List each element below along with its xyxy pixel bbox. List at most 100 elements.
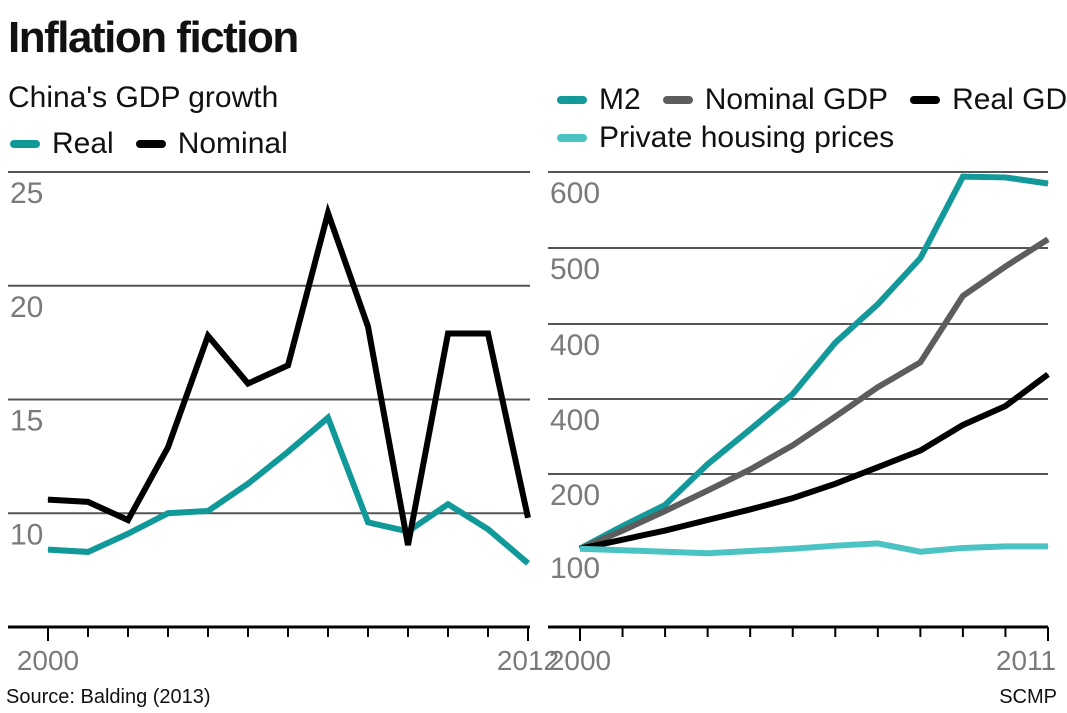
x-tick-label: 2012: [497, 645, 559, 676]
y-tick-label: 200: [550, 479, 600, 512]
data-point-real: [487, 528, 489, 530]
y-tick-label: 500: [550, 253, 600, 286]
legend-item-real-gdp: Real GDP: [910, 82, 1067, 118]
data-point-m2: [919, 257, 921, 259]
series-line-m2: [578, 173, 1049, 552]
y-tick-label: 400: [550, 329, 600, 362]
series-line-nominal: [47, 202, 531, 546]
data-point-real: [527, 562, 529, 564]
data-point-private-housing-prices: [1004, 545, 1006, 547]
data-point-real: [127, 533, 129, 535]
data-point-real-gdp: [792, 497, 794, 499]
data-point-nominal: [87, 501, 89, 503]
data-point-real-gdp: [622, 539, 624, 541]
data-point-real-gdp: [919, 450, 921, 452]
data-point-real-gdp: [664, 530, 666, 532]
chart-panel-gdp-growth: 25 20 15 10 2000 2012: [8, 171, 559, 676]
data-point-m2: [664, 504, 666, 506]
legend-swatch-real: [10, 140, 40, 148]
legend-item-nominal: Nominal: [135, 126, 288, 162]
series-line-private-housing-prices: [579, 540, 1048, 557]
data-point-m2: [834, 342, 836, 344]
data-point-nominal: [327, 212, 329, 214]
data-point-m2: [877, 303, 879, 305]
data-point-m2: [707, 463, 709, 465]
data-point-private-housing-prices: [579, 548, 581, 550]
right-legend-row-1: M2 Nominal GDP Real GDP: [557, 82, 1067, 118]
data-point-private-housing-prices: [749, 550, 751, 552]
data-point-nominal-gdp: [1004, 265, 1006, 267]
data-point-nominal: [447, 333, 449, 335]
data-point-real-gdp: [962, 424, 964, 426]
data-point-nominal: [167, 446, 169, 448]
legend-swatch-nominal-gdp: [662, 96, 693, 104]
data-point-real-gdp: [834, 483, 836, 485]
data-point-nominal-gdp: [1047, 238, 1049, 240]
data-point-private-housing-prices: [834, 545, 836, 547]
right-legend-row-2: Private housing prices: [557, 120, 916, 156]
data-point-real-gdp: [707, 519, 709, 521]
data-point-nominal: [487, 333, 489, 335]
y-tick-label: 25: [10, 177, 43, 210]
legend-label-housing: Private housing prices: [599, 121, 895, 154]
data-point-m2: [1004, 176, 1006, 178]
data-point-private-housing-prices: [664, 551, 666, 553]
chart-panel-index: 600 500 400 400 200 100 2000 2011: [548, 171, 1056, 676]
legend-label-real: Real: [52, 127, 114, 160]
legend-item-m2: M2: [557, 82, 641, 118]
legend-item-housing: Private housing prices: [557, 120, 894, 156]
data-point-m2: [1047, 182, 1049, 184]
y-tick-label: 600: [550, 177, 600, 210]
legend-swatch-real-gdp: [910, 96, 941, 104]
data-point-nominal-gdp: [962, 295, 964, 297]
legend-label-m2: M2: [599, 83, 641, 116]
data-point-nominal-gdp: [877, 386, 879, 388]
data-point-nominal-gdp: [664, 510, 666, 512]
data-point-private-housing-prices: [962, 547, 964, 549]
data-point-private-housing-prices: [792, 548, 794, 550]
data-point-nominal-gdp: [919, 361, 921, 363]
left-legend: Real Nominal: [10, 126, 310, 162]
x-tick-label: 2011: [996, 645, 1056, 676]
series-line-real-gdp: [579, 371, 1050, 552]
y-tick-label: 15: [10, 405, 43, 438]
legend-swatch-housing: [557, 134, 587, 142]
data-point-real-gdp: [749, 508, 751, 510]
data-point-private-housing-prices: [1047, 545, 1049, 547]
data-point-nominal: [407, 544, 409, 546]
y-tick-label: 10: [10, 518, 43, 551]
legend-label-real-gdp: Real GDP: [952, 83, 1067, 116]
data-point-real: [87, 551, 89, 553]
data-point-nominal: [287, 364, 289, 366]
data-point-real: [167, 512, 169, 514]
data-point-real: [287, 451, 289, 453]
series-line-nominal-gdp: [578, 236, 1050, 552]
y-tick-label: 20: [10, 291, 43, 324]
legend-swatch-m2: [557, 96, 587, 104]
data-point-nominal: [527, 517, 529, 519]
data-point-nominal-gdp: [792, 444, 794, 446]
data-point-real-gdp: [1047, 373, 1049, 375]
credit-note: SCMP: [999, 686, 1057, 708]
data-point-nominal-gdp: [834, 416, 836, 418]
data-point-nominal: [207, 335, 209, 337]
series-line-real: [47, 412, 530, 566]
data-point-nominal: [127, 519, 129, 521]
data-point-real: [327, 417, 329, 419]
data-point-nominal: [247, 383, 249, 385]
data-point-nominal: [47, 499, 49, 501]
legend-item-nominal-gdp: Nominal GDP: [662, 82, 889, 118]
data-point-nominal-gdp: [749, 468, 751, 470]
legend-swatch-nominal: [135, 140, 166, 148]
legend-label-nominal: Nominal: [177, 127, 288, 160]
legend-label-nominal-gdp: Nominal GDP: [704, 83, 889, 116]
data-point-m2: [962, 176, 964, 178]
source-note: Source: Balding (2013): [6, 686, 211, 708]
data-point-m2: [622, 525, 624, 527]
data-point-real-gdp: [1004, 405, 1006, 407]
data-point-real: [207, 510, 209, 512]
data-point-nominal-gdp: [622, 530, 624, 532]
data-point-real: [367, 521, 369, 523]
data-point-real: [247, 483, 249, 485]
